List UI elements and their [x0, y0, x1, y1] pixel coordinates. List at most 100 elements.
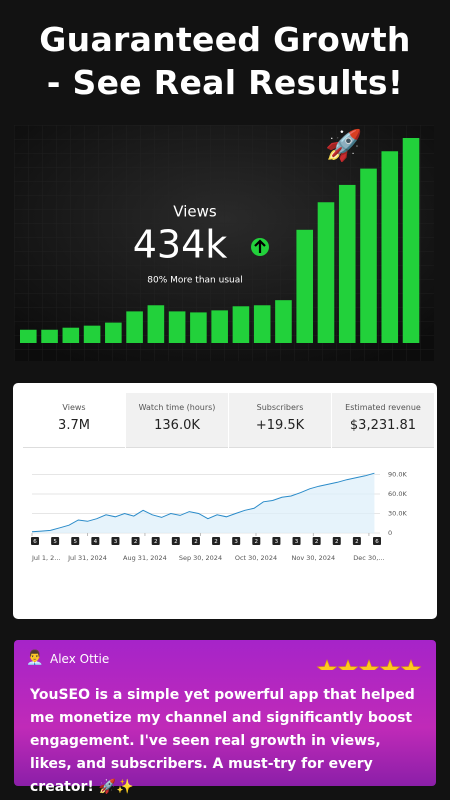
marker-box [111, 537, 120, 545]
views-title: Views [173, 203, 217, 221]
area [32, 473, 375, 533]
marker-box [91, 537, 100, 545]
y-tick-label: 60.0K [388, 490, 407, 498]
marker-label: 3 [234, 539, 238, 545]
views-value: 434k [133, 223, 228, 267]
x-tick-label: Dec 30,... [353, 554, 384, 562]
bar [168, 311, 186, 343]
star [316, 659, 338, 670]
stat-tab: Estimated revenue $3,231.81 [332, 393, 434, 448]
avatar-icon: 👨‍💼 [26, 650, 44, 666]
marker-box [252, 537, 261, 545]
bar [381, 151, 399, 343]
x-tick-label: Sep 30, 2024 [179, 554, 222, 562]
marker-label: 2 [255, 539, 259, 545]
marker-label: 6 [33, 539, 37, 545]
y-tick-label: 30.0K [388, 510, 407, 518]
marker-box [373, 537, 381, 545]
bar [402, 138, 420, 343]
stat-label: Estimated revenue [345, 403, 421, 412]
stat-value: 3.7M [58, 418, 90, 433]
marker-label: 4 [94, 539, 98, 545]
marker-label: 2 [134, 539, 138, 545]
bar [296, 229, 314, 343]
bar [147, 305, 165, 343]
bar [62, 327, 80, 343]
stat-tab: Subscribers +19.5K [229, 393, 331, 448]
marker-label: 2 [355, 539, 359, 545]
bar [275, 300, 292, 343]
reviewer-name: Alex Ottie [50, 652, 110, 666]
bar [338, 184, 356, 343]
bar [232, 306, 250, 343]
review-text: YouSEO is a simple yet powerful app that… [30, 687, 415, 795]
marker-label: 5 [53, 539, 57, 545]
marker-label: 2 [174, 539, 178, 545]
stat-label: Subscribers [256, 403, 304, 412]
headline-line: Guaranteed Growth [39, 20, 411, 59]
testimonial-card: 👨‍💼 Alex Ottie YouSEO is a simple yet po… [14, 640, 436, 795]
marker-box [131, 537, 140, 545]
star [337, 659, 359, 670]
bar [105, 322, 122, 343]
marker-box [212, 537, 221, 545]
x-tick-label: Aug 31, 2024 [123, 554, 167, 562]
bar [83, 325, 101, 343]
analytics-chart: 0 30.0K 60.0K 90.0K Jul 1, 2... Jul 31, 2024 A… [31, 471, 407, 562]
bar [317, 202, 335, 343]
bar [20, 329, 37, 343]
marker-box [51, 537, 60, 545]
views-subtitle: 80% More than usual [147, 276, 242, 286]
stat-value: $3,231.81 [349, 418, 417, 433]
marker-box [71, 537, 80, 545]
marker-label: 3 [275, 539, 279, 545]
x-tick-label: Nov 30, 2024 [292, 554, 336, 562]
marker-label: 2 [194, 539, 198, 545]
marker-label: 3 [114, 539, 118, 545]
y-tick-label: 90.0K [388, 471, 407, 479]
stat-label: Views [62, 403, 86, 412]
line [31, 472, 375, 533]
star [379, 659, 401, 670]
x-tick-label: Jul 31, 2024 [67, 554, 107, 562]
marker-box [171, 537, 180, 545]
stat-label: Watch time (hours) [138, 403, 216, 412]
rating [316, 659, 422, 670]
bar [126, 311, 143, 343]
marker-label: 6 [375, 539, 379, 545]
stat-value: +19.5K [255, 418, 305, 433]
marker-box [191, 537, 200, 545]
marker-label: 2 [335, 539, 339, 545]
star [400, 659, 422, 670]
bar [360, 168, 377, 343]
stat-tab: Watch time (hours) 136.0K [126, 393, 228, 448]
bar [190, 312, 207, 343]
views-chart: 🚀 Views 434k 80% More than usual [14, 125, 434, 361]
marker-box [332, 537, 341, 545]
headline-line: - See Real Results! [46, 63, 404, 102]
marker-box [272, 537, 281, 545]
marker-box [232, 537, 241, 545]
up-arrow-icon [251, 238, 269, 256]
marker-box [312, 537, 321, 545]
marker-box [352, 537, 361, 545]
marker-box [31, 537, 39, 545]
bar [253, 305, 271, 343]
headline: Guaranteed Growth - See Real Results! [0, 18, 450, 104]
analytics-card: 0 30.0K 60.0K 90.0K Jul 1, 2... Jul 31, 2024 A… [13, 383, 437, 619]
marker-label: 5 [73, 539, 77, 545]
marker-label: 2 [315, 539, 319, 545]
bar [211, 310, 228, 343]
y-tick-label: 0 [388, 529, 392, 537]
marker-label: 2 [214, 539, 218, 545]
stat-value: 136.0K [154, 418, 200, 433]
star [358, 659, 380, 670]
x-tick-label: Jul 1, 2... [31, 554, 61, 562]
marker-box [292, 537, 301, 545]
stat-tab: Views 3.7M [23, 393, 125, 448]
marker-label: 3 [295, 539, 299, 545]
marker-box [151, 537, 160, 545]
bar [41, 329, 58, 343]
x-tick-label: Oct 30, 2024 [235, 554, 277, 562]
